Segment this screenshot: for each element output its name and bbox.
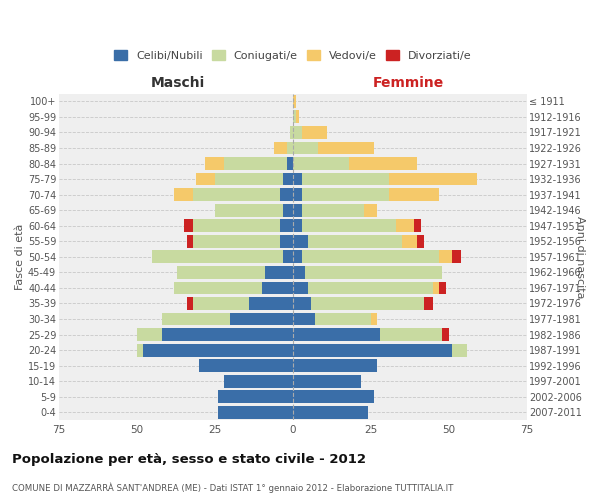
Bar [293, 344, 452, 356]
Bar [371, 312, 377, 326]
Bar [193, 235, 280, 248]
Bar [293, 126, 302, 139]
Bar [452, 250, 461, 263]
Bar [293, 157, 349, 170]
Bar [287, 157, 293, 170]
Bar [287, 142, 293, 154]
Bar [152, 250, 283, 263]
Bar [283, 204, 293, 216]
Bar [283, 172, 293, 186]
Text: Popolazione per età, sesso e stato civile - 2012: Popolazione per età, sesso e stato civil… [12, 452, 366, 466]
Bar [302, 204, 364, 216]
Bar [293, 312, 314, 326]
Bar [395, 220, 415, 232]
Bar [293, 235, 308, 248]
Bar [162, 312, 230, 326]
Bar [290, 126, 293, 139]
Bar [302, 172, 389, 186]
Bar [433, 282, 439, 294]
Bar [193, 297, 249, 310]
Bar [389, 188, 439, 201]
Bar [439, 250, 452, 263]
Bar [402, 235, 418, 248]
Bar [184, 220, 193, 232]
Bar [137, 344, 143, 356]
Bar [439, 282, 446, 294]
Bar [296, 110, 299, 123]
Bar [418, 235, 424, 248]
Bar [178, 266, 265, 279]
Bar [442, 328, 449, 341]
Bar [302, 126, 327, 139]
Bar [187, 235, 193, 248]
Bar [280, 235, 293, 248]
Bar [224, 157, 287, 170]
Bar [317, 142, 374, 154]
Bar [302, 250, 439, 263]
Bar [215, 172, 283, 186]
Text: COMUNE DI MAZZARRÀ SANT'ANDREA (ME) - Dati ISTAT 1° gennaio 2012 - Elaborazione : COMUNE DI MAZZARRÀ SANT'ANDREA (ME) - Da… [12, 482, 454, 493]
Bar [293, 406, 368, 418]
Bar [174, 282, 262, 294]
Bar [199, 360, 293, 372]
Bar [262, 282, 293, 294]
Bar [452, 344, 467, 356]
Bar [302, 220, 395, 232]
Bar [143, 344, 293, 356]
Bar [389, 172, 476, 186]
Bar [224, 375, 293, 388]
Text: Maschi: Maschi [150, 76, 205, 90]
Bar [293, 142, 317, 154]
Bar [424, 297, 433, 310]
Bar [364, 204, 377, 216]
Bar [293, 360, 377, 372]
Bar [174, 188, 193, 201]
Bar [274, 142, 287, 154]
Bar [293, 266, 305, 279]
Bar [293, 172, 302, 186]
Bar [302, 188, 389, 201]
Bar [187, 297, 193, 310]
Bar [249, 297, 293, 310]
Bar [137, 328, 162, 341]
Bar [196, 172, 215, 186]
Bar [380, 328, 442, 341]
Bar [293, 95, 296, 108]
Bar [349, 157, 418, 170]
Bar [308, 282, 433, 294]
Legend: Celibi/Nubili, Coniugati/e, Vedovi/e, Divorziati/e: Celibi/Nubili, Coniugati/e, Vedovi/e, Di… [110, 47, 475, 64]
Bar [293, 188, 302, 201]
Bar [218, 406, 293, 418]
Y-axis label: Anni di nascita: Anni di nascita [575, 216, 585, 298]
Bar [293, 282, 308, 294]
Bar [205, 157, 224, 170]
Bar [193, 220, 280, 232]
Bar [293, 390, 374, 403]
Bar [293, 375, 361, 388]
Bar [314, 312, 371, 326]
Bar [283, 250, 293, 263]
Bar [308, 235, 402, 248]
Bar [193, 188, 280, 201]
Bar [230, 312, 293, 326]
Bar [293, 297, 311, 310]
Bar [305, 266, 442, 279]
Bar [293, 110, 296, 123]
Bar [162, 328, 293, 341]
Bar [293, 220, 302, 232]
Bar [265, 266, 293, 279]
Bar [293, 204, 302, 216]
Bar [311, 297, 424, 310]
Bar [293, 250, 302, 263]
Bar [415, 220, 421, 232]
Bar [215, 204, 283, 216]
Bar [293, 328, 380, 341]
Bar [280, 220, 293, 232]
Bar [218, 390, 293, 403]
Y-axis label: Fasce di età: Fasce di età [15, 224, 25, 290]
Bar [280, 188, 293, 201]
Text: Femmine: Femmine [373, 76, 444, 90]
